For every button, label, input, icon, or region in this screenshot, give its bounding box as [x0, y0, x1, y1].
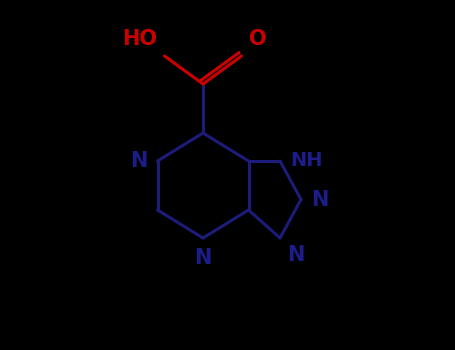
- Text: N: N: [130, 151, 147, 171]
- Text: NH: NH: [290, 152, 323, 170]
- Text: HO: HO: [122, 29, 157, 49]
- Text: N: N: [312, 189, 329, 210]
- Text: N: N: [194, 248, 212, 268]
- Text: N: N: [287, 245, 304, 265]
- Text: O: O: [248, 29, 266, 49]
